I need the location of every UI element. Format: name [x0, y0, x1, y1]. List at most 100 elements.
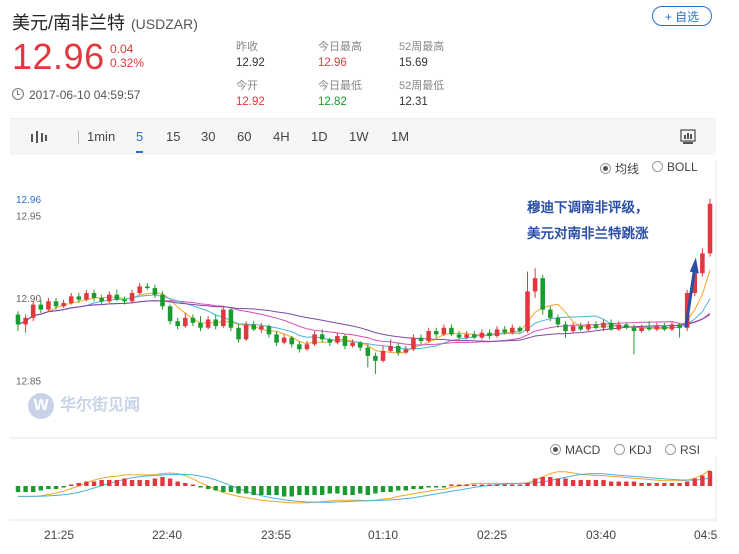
candle [68, 293, 74, 305]
stat-label: 52周最低 [399, 80, 445, 92]
candle-body [319, 334, 325, 340]
macd-bar [61, 486, 66, 488]
option-boll[interactable]: BOLL [652, 160, 698, 174]
candle [707, 198, 713, 257]
annotation-text: 穆迪下调南非评级， 美元对南非兰特跳涨 [527, 195, 649, 247]
candle-body [700, 253, 705, 274]
candle-body [213, 319, 218, 327]
candle-body [190, 317, 196, 323]
candle-body [502, 329, 507, 333]
candle [53, 298, 59, 310]
candle-body [23, 317, 28, 325]
option-macd[interactable]: MACD [550, 443, 600, 457]
macd-bar [137, 480, 142, 486]
candle-body [61, 302, 66, 307]
interval-15[interactable]: 15 [166, 129, 181, 144]
candle [449, 324, 454, 337]
candle-body [479, 332, 485, 338]
candle-body [289, 337, 295, 345]
macd-bar [373, 486, 378, 494]
candle [274, 331, 279, 346]
candle [586, 321, 591, 332]
candle [190, 314, 196, 327]
candle [152, 284, 158, 298]
candle-body [654, 326, 660, 330]
candle [555, 314, 561, 328]
candle [494, 326, 500, 338]
candle-body [586, 324, 591, 330]
macd-chart[interactable] [0, 456, 739, 522]
interval-4h[interactable]: 4H [273, 129, 290, 144]
macd-bar [570, 480, 576, 486]
price-chart[interactable]: 12.95 12.90 12.85 12.96 [0, 160, 739, 440]
candle [236, 324, 241, 343]
candle [297, 340, 302, 353]
candle-body [91, 293, 97, 298]
macd-bar [396, 486, 401, 491]
macd-bar [183, 483, 188, 486]
candle [373, 352, 378, 375]
candle-body [388, 345, 393, 351]
stat-label: 今日最低 [318, 80, 362, 92]
candle [418, 334, 424, 345]
macd-bar [129, 480, 135, 486]
candlestick-icon[interactable] [30, 129, 48, 145]
candle-body [205, 319, 211, 328]
candle-body [144, 286, 150, 289]
candle-body [646, 327, 652, 330]
pair-symbol: (USDZAR) [131, 16, 198, 32]
candle [608, 319, 614, 332]
macd-bar [639, 483, 644, 486]
option-ma[interactable]: 均线 [600, 160, 639, 177]
add-watchlist-button[interactable]: + 自选 [652, 6, 712, 26]
option-kdj[interactable]: KDJ [614, 443, 652, 457]
candle [335, 332, 340, 345]
moving-averages [17, 270, 711, 354]
candle [563, 321, 568, 338]
candle-body [578, 326, 584, 330]
candle-body [30, 304, 36, 318]
radio-icon [665, 444, 676, 455]
watermark-text: 华尔街见闻 [60, 397, 141, 414]
candle [30, 301, 36, 322]
macd-bar [586, 480, 591, 486]
x-tick-label: 23:55 [261, 528, 292, 542]
candle [122, 296, 127, 305]
candle [654, 322, 660, 332]
chart-settings-icon[interactable] [680, 129, 696, 145]
x-tick-label: 04:5 [694, 528, 718, 542]
macd-bar [53, 486, 59, 489]
interval-60[interactable]: 60 [237, 129, 252, 144]
interval-1m[interactable]: 1M [391, 129, 410, 144]
candle-body [669, 324, 675, 330]
candle-body [570, 326, 576, 332]
macd-histogram [15, 471, 713, 497]
macd-bar [145, 480, 150, 486]
y-tick-label: 12.90 [16, 294, 41, 305]
candle [221, 306, 226, 328]
option-rsi[interactable]: RSI [665, 443, 700, 457]
arrow-shaft [684, 267, 697, 328]
interval-1w[interactable]: 1W [349, 129, 369, 144]
candle [289, 336, 295, 348]
interval-1min[interactable]: 1min [87, 129, 116, 144]
candle [380, 345, 386, 363]
interval-30[interactable]: 30 [201, 129, 216, 144]
candle [46, 298, 51, 312]
candle-body [624, 324, 629, 328]
candle [548, 306, 553, 322]
stat-52w-high: 52周最高 15.69 [399, 38, 444, 69]
candle [517, 326, 523, 333]
interval-1d[interactable]: 1D [311, 129, 328, 144]
candle-body [601, 322, 606, 328]
interval-5[interactable]: 5 [136, 129, 144, 153]
candle-body [297, 344, 302, 350]
candle-body [403, 349, 409, 353]
candle [411, 334, 416, 351]
candle-body [84, 293, 89, 300]
candle [677, 322, 682, 338]
macd-lines [18, 469, 711, 504]
macd-bar [472, 484, 477, 486]
macd-bar [175, 481, 180, 486]
candle [350, 339, 355, 348]
